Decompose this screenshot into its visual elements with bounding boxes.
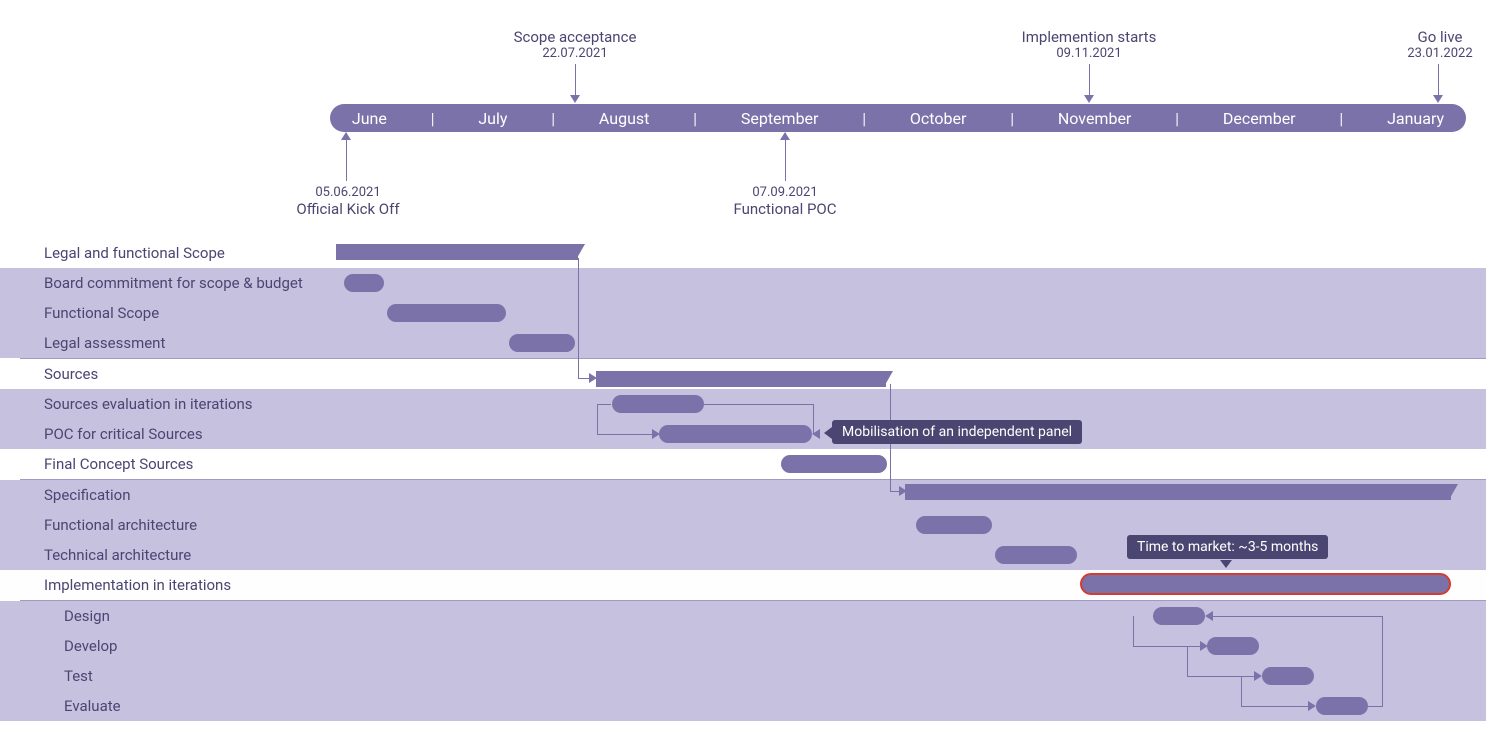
row-label: Functional architecture (44, 510, 197, 540)
month-label: December (1223, 109, 1296, 128)
summary-bar[interactable] (905, 484, 1451, 500)
task-bar[interactable] (612, 395, 704, 413)
arrow-up-icon (341, 132, 351, 140)
arrow-down-icon (1433, 95, 1443, 103)
task-bar[interactable] (781, 455, 887, 473)
tooltip: Mobilisation of an independent panel (832, 420, 1082, 444)
dependency-line (597, 434, 653, 435)
month-label: November (1058, 109, 1131, 128)
task-bar[interactable] (916, 516, 992, 534)
arrow-right-icon (1254, 671, 1262, 681)
row-label: Technical architecture (44, 540, 191, 570)
row-label: Evaluate (64, 691, 121, 721)
month-label: January (1387, 109, 1444, 128)
milestone-date: 07.09.2021 (715, 185, 855, 200)
row-label: Specification (44, 480, 131, 510)
row-label: POC for critical Sources (44, 419, 203, 449)
month-label: September (741, 109, 819, 128)
tooltip-pointer-icon (824, 427, 832, 439)
month-label: July (478, 109, 507, 128)
dependency-line (1212, 616, 1382, 617)
gantt-row (0, 631, 1486, 661)
tooltip-pointer-icon (1220, 560, 1232, 568)
row-label: Test (64, 661, 93, 691)
tooltip-text: Mobilisation of an independent panel (842, 424, 1072, 440)
milestone-date: 05.06.2021 (278, 185, 418, 200)
task-bar[interactable] (659, 425, 812, 443)
milestone-label: Go live (1380, 28, 1486, 46)
dependency-line (1241, 676, 1242, 706)
row-label: Sources evaluation in iterations (44, 389, 253, 419)
month-label: October (910, 109, 966, 128)
arrow-right-icon (1308, 701, 1316, 711)
tooltip: Time to market: ~3-5 months (1127, 535, 1328, 559)
milestone-label: Official Kick Off (278, 200, 418, 218)
milestone-date: 22.07.2021 (495, 46, 655, 61)
arrow-right-icon (652, 429, 660, 439)
row-label: Sources (44, 359, 98, 389)
arrow-up-icon (780, 132, 790, 140)
task-bar[interactable] (1316, 697, 1368, 715)
milestone-label: Functional POC (715, 200, 855, 218)
milestone-bottom: 07.09.2021 Functional POC (715, 185, 855, 218)
milestone-top: Scope acceptance 22.07.2021 (495, 28, 655, 61)
arrow-left-icon (1205, 611, 1213, 621)
arrow-right-icon (899, 486, 907, 496)
row-label: Design (64, 601, 110, 631)
task-bar[interactable] (995, 546, 1077, 564)
milestone-label: Scope acceptance (495, 28, 655, 46)
dependency-line (704, 404, 813, 405)
arrow-down-icon (570, 95, 580, 103)
dependency-line (1241, 706, 1309, 707)
task-bar[interactable] (1262, 667, 1314, 685)
milestone-bottom: 05.06.2021 Official Kick Off (278, 185, 418, 218)
dependency-line (578, 258, 579, 378)
dependency-line (1133, 646, 1201, 647)
row-label: Final Concept Sources (44, 449, 193, 479)
row-label: Functional Scope (44, 298, 159, 328)
arrow-down-icon (1084, 95, 1094, 103)
row-label: Implementation in iterations (44, 570, 231, 600)
dependency-line (1382, 616, 1383, 707)
milestone-date: 23.01.2022 (1380, 46, 1486, 61)
dependency-line (1187, 646, 1188, 676)
task-bar[interactable] (509, 334, 575, 352)
month-label: June (352, 109, 387, 128)
task-bar[interactable] (1153, 607, 1205, 625)
row-label: Develop (64, 631, 117, 661)
summary-end-icon (1450, 484, 1458, 498)
dependency-line (1368, 706, 1382, 707)
dependency-line (1133, 616, 1134, 646)
row-label: Legal and functional Scope (44, 238, 225, 268)
summary-end-icon (577, 244, 585, 258)
dependency-line (1187, 676, 1255, 677)
gantt-row (0, 449, 1486, 479)
summary-end-icon (885, 371, 893, 385)
timeline-header: June| July| August| September| October| … (330, 104, 1466, 132)
row-label: Legal assessment (44, 328, 165, 358)
task-bar[interactable] (1207, 637, 1259, 655)
milestone-top: Go live 23.01.2022 (1380, 28, 1486, 61)
task-bar[interactable] (387, 304, 506, 322)
milestone-date: 09.11.2021 (1009, 46, 1169, 61)
gantt-chart: June| July| August| September| October| … (0, 0, 1486, 732)
milestone-label: Implemention starts (1009, 28, 1169, 46)
arrow-right-icon (1200, 641, 1208, 651)
month-label: August (599, 109, 649, 128)
task-bar[interactable] (344, 274, 384, 292)
dependency-line (597, 404, 611, 405)
arrow-left-icon (812, 429, 820, 439)
arrow-right-icon (589, 373, 597, 383)
summary-bar[interactable] (336, 244, 578, 260)
milestone-top: Implemention starts 09.11.2021 (1009, 28, 1169, 61)
gantt-row (0, 328, 1486, 358)
gantt-row (0, 298, 1486, 328)
row-label: Board commitment for scope & budget (44, 268, 303, 298)
task-bar-highlight[interactable] (1080, 573, 1451, 595)
dependency-line (597, 404, 598, 434)
summary-bar[interactable] (596, 371, 886, 387)
tooltip-text: Time to market: ~3-5 months (1137, 539, 1318, 555)
